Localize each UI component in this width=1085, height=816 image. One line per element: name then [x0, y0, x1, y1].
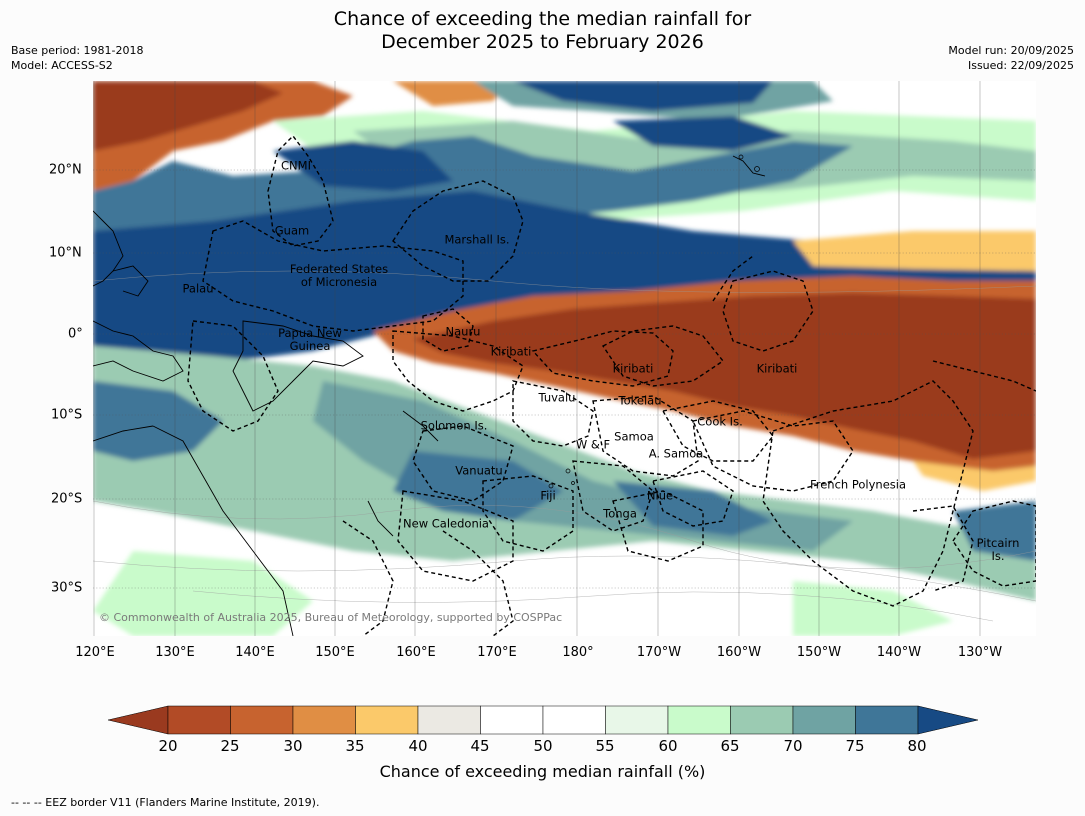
- label-pitcairn-line-1: Pitcairn: [976, 536, 1020, 550]
- colorbar-tick: 70: [783, 737, 803, 755]
- lon-label-160e: 160°E: [396, 645, 436, 660]
- label-fsm: Federated States of Micronesia: [290, 263, 388, 289]
- colorbar-cell: [730, 705, 794, 735]
- label-pitcairn-line-2: Is.: [991, 549, 1005, 563]
- lon-label-150w: 150°W: [796, 645, 842, 660]
- colorbar-tick: 80: [907, 737, 927, 755]
- issued-date: Issued: 22/09/2025: [967, 59, 1074, 72]
- colorbar-tick: 40: [408, 737, 428, 755]
- label-kiribati-east: Kiribati: [756, 361, 798, 376]
- lon-label-130w: 130°W: [957, 645, 1003, 660]
- colorbar-tick: 60: [658, 737, 678, 755]
- map-title: Chance of exceeding the median rainfall …: [0, 8, 1085, 54]
- model-info: Base period: 1981-2018 Model: ACCESS-S2: [11, 43, 143, 73]
- lat-label-30s: 30°S: [51, 580, 83, 596]
- colorbar-arrow-low: [108, 705, 169, 735]
- colorbar-cell: [542, 705, 606, 735]
- copyright-credit: © Commonwealth of Australia 2025, Bureau…: [99, 611, 563, 624]
- label-nauru: Nauru: [445, 324, 481, 339]
- label-tokelau: Tokelau: [618, 393, 662, 408]
- colorbar-cell: [792, 705, 856, 735]
- label-guam: Guam: [274, 223, 310, 238]
- lat-label-10n: 10°N: [49, 245, 82, 261]
- colorbar-cell: [355, 705, 419, 735]
- lon-label-170e: 170°E: [477, 645, 517, 660]
- label-fsm-line-2: of Micronesia: [300, 275, 378, 289]
- lon-label-180: 180°: [562, 645, 594, 660]
- label-marshall-islands: Marshall Is.: [444, 232, 510, 247]
- label-png-line-1: Papua New: [278, 326, 342, 340]
- lon-label-160w: 160°W: [716, 645, 762, 660]
- model-name: Model: ACCESS-S2: [11, 59, 113, 72]
- base-period: Base period: 1981-2018: [11, 44, 144, 57]
- label-kiribati-central: Kiribati: [612, 361, 654, 376]
- colorbar: [108, 705, 978, 735]
- eez-footnote: -- -- -- EEZ border V11 (Flanders Marine…: [11, 796, 320, 809]
- colorbar-cell: [230, 705, 294, 735]
- model-run: Model run: 20/09/2025: [948, 44, 1074, 57]
- rainfall-map: CNMI Guam Marshall Is. Federated States …: [93, 81, 1036, 636]
- colorbar-cell: [480, 705, 544, 735]
- label-pitcairn: Pitcairn Is.: [977, 537, 1020, 563]
- label-cnmi: CNMI: [281, 158, 311, 173]
- lon-label-140e: 140°E: [235, 645, 275, 660]
- lon-label-150e: 150°E: [315, 645, 355, 660]
- lon-label-130e: 130°E: [155, 645, 195, 660]
- label-tuvalu: Tuvalu: [538, 390, 576, 405]
- colorbar-arrow-high: [917, 705, 978, 735]
- lat-label-10s: 10°S: [51, 407, 83, 423]
- lat-label-20s: 20°S: [51, 491, 83, 507]
- label-png: Papua New Guinea: [278, 327, 342, 353]
- lon-label-120e: 120°E: [75, 645, 115, 660]
- run-info: Model run: 20/09/2025 Issued: 22/09/2025: [948, 43, 1074, 73]
- label-niue: Niue: [646, 488, 674, 503]
- title-line-1: Chance of exceeding the median rainfall …: [333, 8, 752, 30]
- rainfall-map-graphic: [93, 81, 1036, 636]
- label-palau: Palau: [182, 281, 214, 296]
- colorbar-cell: [855, 705, 919, 735]
- colorbar-tick: 65: [720, 737, 740, 755]
- label-fiji: Fiji: [540, 488, 556, 503]
- colorbar-cell: [417, 705, 481, 735]
- colorbar-tick: 50: [533, 737, 553, 755]
- label-cook-islands: Cook Is.: [697, 414, 743, 429]
- label-american-samoa: A. Samoa: [648, 446, 704, 461]
- label-kiribati-west: Kiribati: [490, 344, 532, 359]
- lon-label-170w: 170°W: [636, 645, 682, 660]
- colorbar-tick: 20: [158, 737, 178, 755]
- label-png-line-2: Guinea: [289, 339, 331, 353]
- label-fsm-line-1: Federated States: [289, 262, 389, 276]
- colorbar-tick: 30: [283, 737, 303, 755]
- label-vanuatu: Vanuatu: [455, 463, 503, 478]
- label-french-polynesia: French Polynesia: [809, 477, 907, 492]
- colorbar-tick: 55: [595, 737, 615, 755]
- label-tonga: Tonga: [603, 506, 637, 521]
- colorbar-title: Chance of exceeding median rainfall (%): [379, 762, 706, 781]
- label-wallis-futuna: W & F: [575, 437, 611, 452]
- label-solomon-islands: Solomon Is.: [420, 418, 488, 433]
- title-line-2: December 2025 to February 2026: [381, 31, 704, 53]
- colorbar-tick: 25: [220, 737, 240, 755]
- label-new-caledonia: New Caledonia: [403, 516, 489, 531]
- lat-label-0: 0°: [68, 326, 83, 342]
- colorbar-cell: [667, 705, 731, 735]
- colorbar-tick: 45: [470, 737, 490, 755]
- colorbar-cell: [605, 705, 669, 735]
- label-samoa: Samoa: [614, 429, 654, 444]
- colorbar-tick: 75: [845, 737, 865, 755]
- colorbar-cell: [292, 705, 356, 735]
- colorbar-cell: [167, 705, 231, 735]
- lon-label-140w: 140°W: [876, 645, 922, 660]
- lat-label-20n: 20°N: [49, 162, 82, 178]
- colorbar-tick: 35: [345, 737, 365, 755]
